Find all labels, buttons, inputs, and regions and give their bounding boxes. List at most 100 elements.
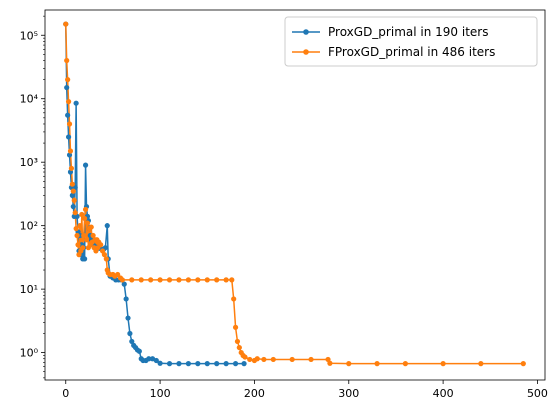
data-point xyxy=(234,338,241,345)
data-point xyxy=(71,197,77,203)
data-point xyxy=(241,361,247,367)
data-point xyxy=(520,361,526,367)
data-point xyxy=(72,210,78,216)
x-tick-label: 400 xyxy=(433,387,454,400)
data-point xyxy=(242,354,248,360)
y-tick-label: 10⁰ xyxy=(20,347,39,360)
legend-marker-proxgd xyxy=(303,29,309,35)
data-point xyxy=(166,361,173,367)
data-point xyxy=(176,361,182,367)
data-point xyxy=(185,277,191,283)
data-point xyxy=(65,99,72,105)
x-axis: 0 100 200 300 400 500 xyxy=(62,380,548,400)
y-axis: 10⁰ 10¹ 10² 10³ 10⁴ 10⁵ xyxy=(20,15,45,379)
data-point xyxy=(69,181,75,187)
data-point xyxy=(88,224,94,230)
data-point xyxy=(157,277,163,283)
data-point xyxy=(115,271,121,278)
data-point xyxy=(98,242,104,248)
data-point xyxy=(68,165,75,171)
data-point xyxy=(79,211,85,218)
data-point xyxy=(64,84,70,91)
data-point xyxy=(73,225,79,232)
data-point xyxy=(104,223,110,229)
data-point xyxy=(77,223,83,229)
data-point xyxy=(308,356,314,363)
data-point xyxy=(82,162,89,168)
legend: ProxGD_primal in 190 iters FProxGD_prima… xyxy=(284,16,538,67)
data-point xyxy=(374,361,380,367)
data-point xyxy=(136,348,142,354)
data-point xyxy=(64,57,70,64)
data-point xyxy=(254,356,260,362)
data-point xyxy=(402,361,408,367)
data-point xyxy=(214,277,220,283)
data-point xyxy=(478,361,484,367)
data-point xyxy=(119,277,125,283)
series-markers-1 xyxy=(63,21,526,367)
data-point xyxy=(204,361,210,367)
data-point xyxy=(148,277,154,283)
data-point xyxy=(82,206,89,213)
x-tick-label: 300 xyxy=(338,387,359,400)
data-point xyxy=(129,277,135,283)
data-point xyxy=(153,357,159,364)
data-point xyxy=(195,361,201,367)
data-point xyxy=(270,356,276,363)
data-point xyxy=(176,277,182,283)
data-point xyxy=(69,192,75,198)
data-point xyxy=(66,152,73,158)
data-point xyxy=(74,232,80,239)
data-point xyxy=(75,242,81,248)
data-point xyxy=(65,112,71,118)
data-point xyxy=(195,277,201,283)
y-tick-label: 10² xyxy=(20,220,38,233)
data-point xyxy=(166,277,173,283)
data-point xyxy=(81,232,87,239)
y-tick-label: 10³ xyxy=(20,156,38,169)
data-point xyxy=(232,361,239,367)
data-point xyxy=(73,100,79,106)
data-point xyxy=(289,356,295,363)
data-point xyxy=(327,360,333,366)
data-point xyxy=(121,281,127,287)
data-point xyxy=(214,361,220,367)
data-point xyxy=(65,134,72,140)
data-point xyxy=(80,245,86,251)
data-point xyxy=(127,330,133,337)
data-point xyxy=(123,296,129,302)
data-point xyxy=(440,361,446,367)
data-point xyxy=(247,356,253,363)
data-point xyxy=(82,256,88,262)
y-tick-label: 10¹ xyxy=(20,283,38,296)
data-point xyxy=(125,315,131,321)
data-point xyxy=(70,188,76,194)
data-point xyxy=(138,277,144,283)
data-point xyxy=(101,252,108,258)
data-point xyxy=(223,277,229,283)
data-point xyxy=(70,203,76,210)
data-point xyxy=(146,356,152,362)
data-point xyxy=(82,215,88,222)
data-point xyxy=(103,256,109,262)
data-point xyxy=(231,296,237,302)
data-point xyxy=(346,361,352,367)
y-tick-label: 10⁴ xyxy=(20,93,39,106)
x-tick-label: 100 xyxy=(150,387,171,400)
data-point xyxy=(63,21,69,27)
legend-marker-fproxgd xyxy=(303,49,309,55)
data-point xyxy=(84,220,91,226)
x-tick-label: 0 xyxy=(62,387,69,400)
legend-label-proxgd: ProxGD_primal in 190 iters xyxy=(328,25,488,39)
plot-frame xyxy=(44,9,546,381)
data-point xyxy=(66,121,73,127)
legend-label-fproxgd: FProxGD_primal in 486 iters xyxy=(328,45,495,59)
data-point xyxy=(83,237,90,243)
data-point xyxy=(261,356,267,363)
data-point xyxy=(67,148,74,154)
legend-box xyxy=(284,16,538,67)
y-tick-label: 10⁵ xyxy=(20,29,38,42)
data-point xyxy=(232,324,239,330)
data-point xyxy=(204,277,210,283)
